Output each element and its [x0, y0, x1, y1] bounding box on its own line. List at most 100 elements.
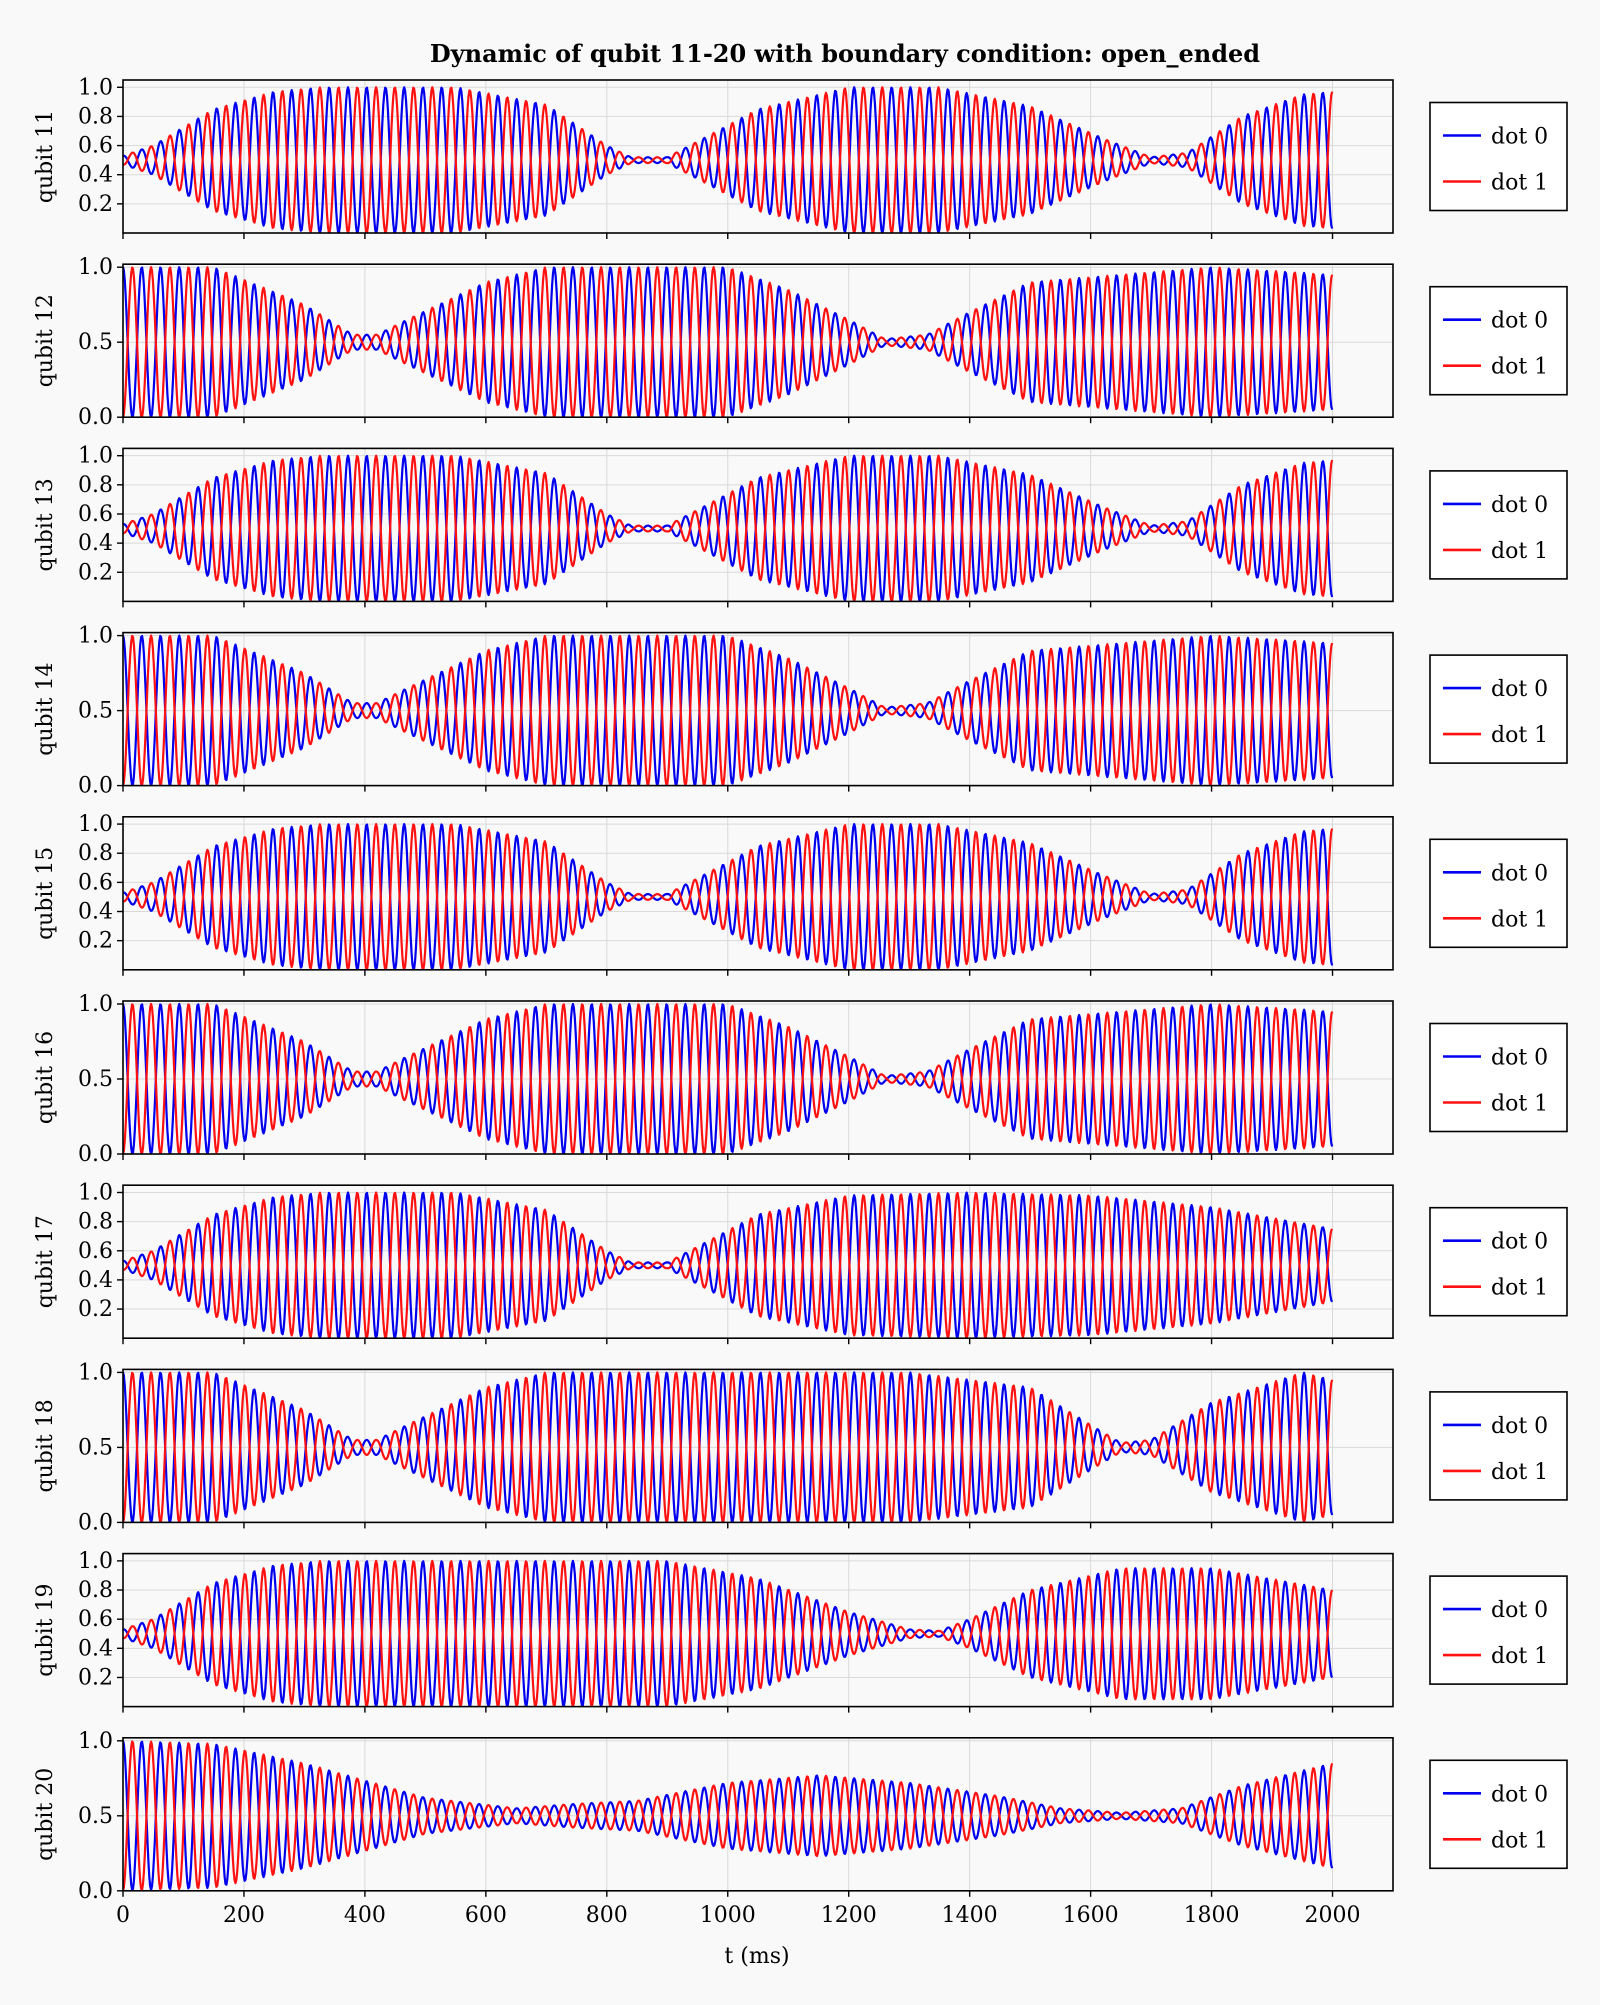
y-tick-label: 0.8: [78, 1210, 113, 1235]
x-tick-label: 1800: [1184, 1903, 1240, 1928]
legend: dot 0 dot 1: [1429, 1575, 1568, 1685]
legend-label: dot 0: [1491, 1782, 1548, 1807]
series-group: [123, 454, 1334, 602]
axes-frame: [122, 1000, 1394, 1155]
legend: dot 0 dot 1: [1429, 1206, 1568, 1317]
x-tick-label: 0: [116, 1903, 130, 1928]
y-tick-label: 0.8: [78, 473, 113, 498]
series-line-dot-1: [123, 1191, 1334, 1339]
series-group: [123, 1740, 1334, 1891]
series-line-dot-1: [123, 822, 1334, 970]
x-axis-label: t (ms): [724, 1944, 789, 1969]
y-tick-label: 0.5: [78, 1435, 113, 1460]
y-tick-label: 1.0: [78, 75, 113, 100]
legend: dot 0 dot 1: [1429, 1391, 1568, 1501]
legend-label: dot 0: [1491, 861, 1548, 886]
legend-label: dot 1: [1491, 1828, 1548, 1853]
y-tick-label: 1.0: [78, 1729, 113, 1754]
legend-label: dot 0: [1491, 1414, 1548, 1439]
y-tick-label: 0.6: [78, 870, 113, 895]
axes-frame: [122, 815, 1394, 971]
series-line-dot-1: [123, 1002, 1334, 1154]
series-line-dot-1: [123, 1371, 1334, 1523]
legend-box: [1429, 654, 1568, 764]
x-tick-label: 1600: [1063, 1903, 1119, 1928]
legend-label: dot 0: [1491, 1598, 1548, 1623]
y-tick-label: 0.4: [78, 900, 113, 925]
y-tick-label: 1.0: [78, 255, 113, 280]
legend-label: dot 1: [1491, 723, 1548, 748]
y-tick-label: 1.0: [78, 1180, 113, 1205]
x-tick-label: 200: [223, 1903, 265, 1928]
x-tick-label: 1400: [942, 1903, 998, 1928]
y-tick-label: 0.4: [78, 1268, 113, 1293]
y-tick-label: 0.0: [78, 1510, 113, 1535]
panel: 0.0 0.5 1.0 qubit 12 dot 0 dot 1: [33, 255, 1568, 430]
axes-frame: [122, 631, 1394, 787]
legend-label: dot 0: [1491, 1046, 1548, 1071]
y-tick-label: 0.6: [78, 134, 113, 159]
y-tick-label: 0.4: [78, 1636, 113, 1661]
x-tick-label: 600: [465, 1903, 507, 1928]
y-tick-label: 0.5: [78, 699, 113, 724]
series-line-dot-1: [123, 634, 1334, 786]
legend: dot 0 dot 1: [1429, 1759, 1568, 1870]
legend: dot 0 dot 1: [1429, 470, 1568, 580]
x-tick-label: 1000: [700, 1903, 756, 1928]
y-axis-label: qubit 15: [33, 847, 58, 940]
y-tick-label: 1.0: [78, 1360, 113, 1385]
legend-label: dot 1: [1491, 1460, 1548, 1485]
panel: 0.2 0.4 0.6 0.8 1.0 qubit 11 dot 0 dot 1: [33, 75, 1568, 239]
axes-frame: [122, 1737, 1394, 1892]
series-line-dot-1: [123, 1559, 1334, 1707]
panel: 0.2 0.4 0.6 0.8 1.0 qubit 13 dot 0 dot 1: [33, 444, 1568, 608]
y-axis-label: qubit 13: [33, 478, 58, 571]
legend-label: dot 1: [1491, 539, 1548, 564]
panel: 0.2 0.4 0.6 0.8 1.0 qubit 15 dot 0 dot 1: [33, 812, 1568, 976]
series-group: [123, 1371, 1334, 1523]
axes-frame: [122, 1184, 1394, 1339]
legend-label: dot 0: [1491, 309, 1548, 334]
y-tick-label: 1.0: [78, 992, 113, 1017]
y-tick-label: 1.0: [78, 1549, 113, 1574]
series-group: [123, 822, 1334, 970]
y-tick-label: 0.0: [78, 405, 113, 430]
legend-label: dot 1: [1491, 355, 1548, 380]
legend-box: [1429, 1206, 1568, 1317]
legend-box: [1429, 101, 1568, 212]
legend: dot 0 dot 1: [1429, 654, 1568, 764]
y-tick-label: 0.0: [78, 1879, 113, 1904]
y-tick-label: 0.6: [78, 502, 113, 527]
y-tick-label: 0.6: [78, 1607, 113, 1632]
legend: dot 0 dot 1: [1429, 1022, 1568, 1133]
y-axis-label: qubit 12: [33, 294, 58, 387]
x-tick-label: 1200: [821, 1903, 877, 1928]
series-group: [123, 634, 1334, 786]
legend-box: [1429, 1391, 1568, 1501]
series-line-dot-1: [123, 1740, 1334, 1891]
panel: 0.0 0.5 1.0 qubit 14 dot 0 dot 1: [33, 624, 1568, 799]
y-tick-label: 1.0: [78, 444, 113, 469]
axes-frame: [122, 447, 1394, 603]
legend-label: dot 0: [1491, 125, 1548, 150]
legend-box: [1429, 470, 1568, 580]
legend-label: dot 1: [1491, 1276, 1548, 1301]
legend-label: dot 1: [1491, 1644, 1548, 1669]
panel: 0.0 0.5 1.0 qubit 16 dot 0 dot 1: [33, 992, 1568, 1167]
legend-label: dot 0: [1491, 1230, 1548, 1255]
y-tick-label: 0.5: [78, 1067, 113, 1092]
legend-box: [1429, 1575, 1568, 1685]
legend: dot 0 dot 1: [1429, 101, 1568, 212]
y-tick-label: 0.2: [78, 560, 113, 585]
y-tick-label: 0.2: [78, 192, 113, 217]
axes-frame: [122, 79, 1394, 234]
series-group: [123, 1002, 1334, 1154]
y-axis-label: qubit 18: [33, 1399, 58, 1492]
y-tick-label: 0.2: [78, 1297, 113, 1322]
y-tick-label: 0.0: [78, 1142, 113, 1167]
series-line-dot-1: [123, 266, 1334, 418]
legend-label: dot 1: [1491, 907, 1548, 932]
x-tick-label: 400: [344, 1903, 386, 1928]
